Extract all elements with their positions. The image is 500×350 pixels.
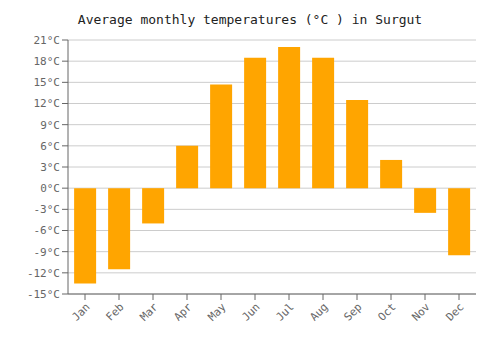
svg-text:May: May — [205, 300, 229, 324]
svg-text:0°C: 0°C — [40, 182, 60, 195]
svg-text:Jul: Jul — [273, 300, 296, 323]
svg-text:18°C: 18°C — [34, 55, 61, 68]
svg-text:Nov: Nov — [409, 300, 433, 324]
svg-text:-15°C: -15°C — [27, 288, 60, 301]
svg-text:21°C: 21°C — [34, 34, 61, 47]
svg-text:-3°C: -3°C — [34, 203, 61, 216]
svg-text:Feb: Feb — [103, 300, 126, 323]
svg-text:-12°C: -12°C — [27, 267, 60, 280]
svg-text:Dec: Dec — [443, 300, 466, 323]
svg-text:12°C: 12°C — [34, 97, 61, 110]
html-text:Average monthly temperatures (: Average monthly temperatures (°C ) in Su… — [77, 12, 423, 27]
svg-text:-6°C: -6°C — [34, 224, 61, 237]
svg-text:Oct: Oct — [375, 300, 398, 323]
svg-text:Apr: Apr — [171, 300, 195, 324]
svg-text:Aug: Aug — [307, 300, 330, 323]
svg-text:6°C: 6°C — [40, 140, 60, 153]
svg-text:3°C: 3°C — [40, 161, 60, 174]
svg-text:9°C: 9°C — [40, 119, 60, 132]
svg-text:-9°C: -9°C — [34, 246, 61, 259]
svg-text:Sep: Sep — [341, 300, 364, 323]
svg-text:Jan: Jan — [69, 300, 92, 323]
svg-text:Mar: Mar — [137, 300, 161, 324]
svg-text:15°C: 15°C — [34, 76, 61, 89]
svg-text:Jun: Jun — [239, 300, 262, 323]
